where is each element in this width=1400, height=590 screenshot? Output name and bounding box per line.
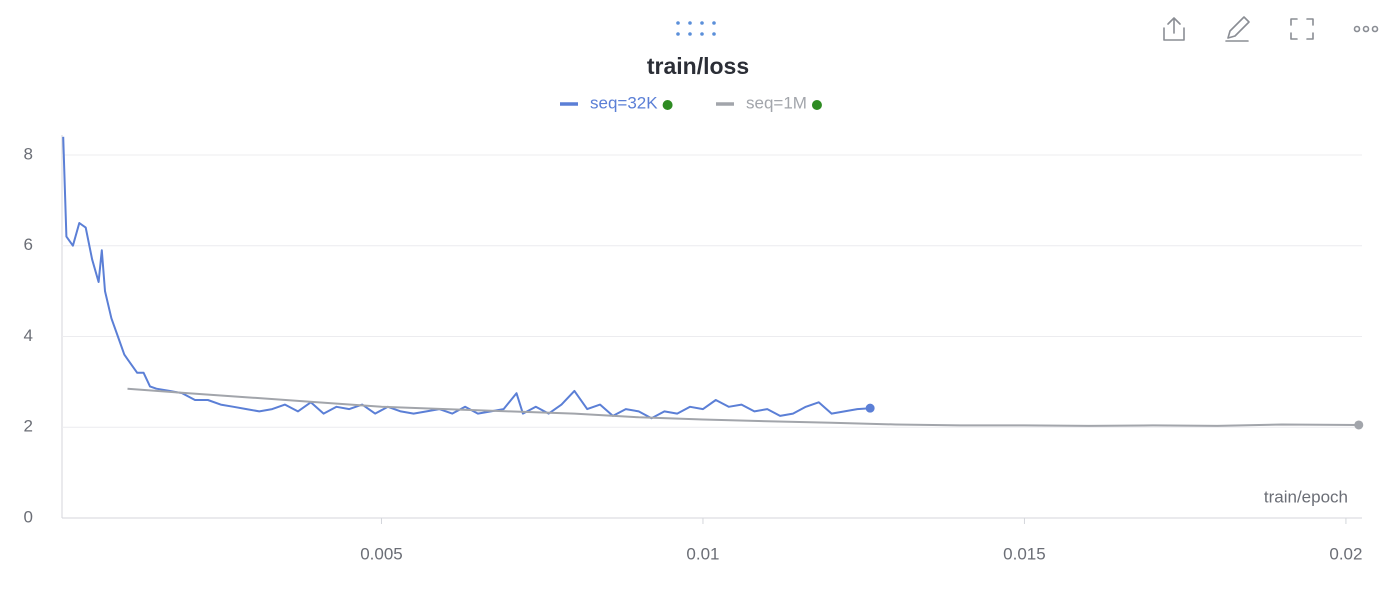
fullscreen-icon[interactable] [1290, 18, 1314, 40]
x-tick-label: 0.015 [1003, 544, 1046, 563]
y-tick-label: 0 [24, 507, 33, 526]
export-icon[interactable] [1163, 17, 1185, 41]
x-tick-label: 0.01 [686, 544, 719, 563]
legend-label: seq=32K [590, 93, 658, 112]
y-tick-label: 6 [24, 235, 33, 254]
legend-label: seq=1M [746, 93, 807, 112]
end-point [1354, 420, 1364, 430]
chart-title: train/loss [647, 53, 749, 79]
legend-status [811, 100, 822, 110]
series-line [127, 387, 1359, 427]
edit-icon[interactable] [1225, 16, 1250, 42]
y-tick-label: 2 [24, 417, 33, 436]
drag-handle[interactable] [676, 21, 716, 36]
legend-status [662, 100, 673, 110]
more-icon[interactable] [1353, 25, 1379, 33]
series-line [62, 136, 871, 420]
x-tick-label: 0.005 [360, 544, 403, 563]
end-point [865, 403, 875, 413]
y-tick-label: 4 [24, 326, 33, 345]
x-axis-label: train/epoch [1264, 487, 1348, 506]
x-tick-label: 0.02 [1329, 544, 1362, 563]
y-tick-label: 8 [24, 144, 33, 163]
